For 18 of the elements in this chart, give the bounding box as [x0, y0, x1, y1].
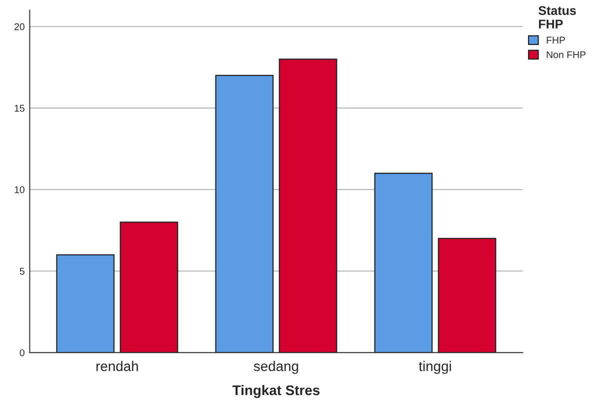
legend-label: FHP: [546, 36, 565, 44]
bar: [215, 74, 274, 353]
y-tick-label: 0: [20, 349, 24, 356]
x-tick-label: tinggi: [418, 360, 451, 374]
x-tick-label: rendah: [96, 360, 138, 372]
y-tick-label: 10: [14, 186, 24, 194]
legend-label: Non FHP: [546, 51, 586, 58]
y-tick-label: 5: [20, 268, 24, 275]
bar: [438, 238, 496, 353]
bar: [56, 254, 115, 353]
bar: [278, 58, 338, 353]
x-tick-label: sedang: [254, 360, 298, 374]
bar: [120, 222, 178, 353]
y-tick-label: 20: [14, 23, 24, 30]
x-axis-title: Tingkat Stres: [232, 384, 320, 398]
bar: [374, 172, 433, 353]
y-tick-label: 15: [14, 104, 24, 112]
legend-title: Status FHP: [538, 6, 576, 28]
